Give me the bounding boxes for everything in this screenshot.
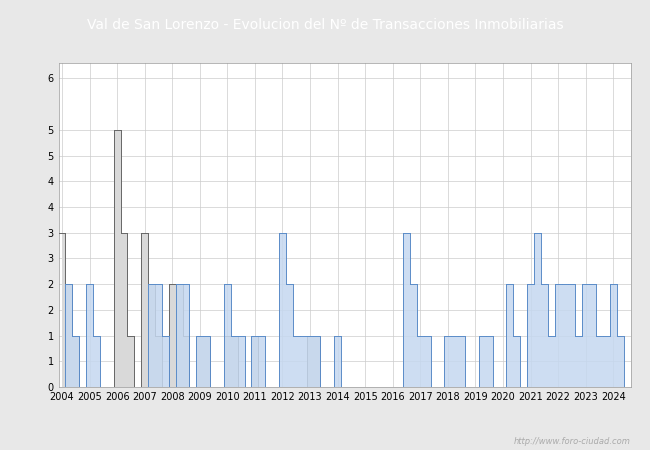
Text: http://www.foro-ciudad.com: http://www.foro-ciudad.com: [514, 436, 630, 446]
Text: Val de San Lorenzo - Evolucion del Nº de Transacciones Inmobiliarias: Val de San Lorenzo - Evolucion del Nº de…: [86, 18, 564, 32]
